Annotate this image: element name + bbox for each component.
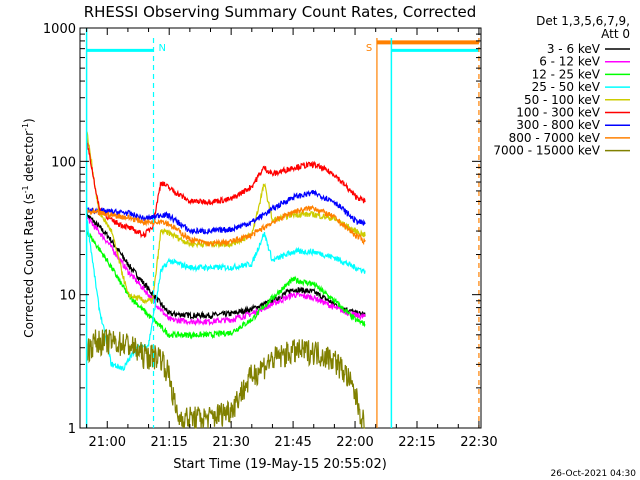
y-axis: 1 10 100 1000 <box>43 22 481 437</box>
legend-entry-label: 7000 - 15000 keV <box>493 144 600 158</box>
legend-entry-label: 300 - 800 keV <box>516 118 600 132</box>
x-axis: 21:00 21:15 21:30 21:45 22:00 22:15 22:30 <box>86 28 498 450</box>
legend-entry-label: 800 - 7000 keV <box>509 131 601 145</box>
legend-entry-label: 50 - 100 keV <box>524 93 601 107</box>
series-line-3 <box>86 230 366 340</box>
legend-header-line1: Det 1,3,5,6,7,9, <box>536 14 630 28</box>
series-line-2 <box>86 216 366 327</box>
plot-frame <box>79 27 482 429</box>
footer-date: 26-Oct-2021 04:30 <box>551 469 637 479</box>
x-tick-label: 22:15 <box>398 435 435 450</box>
y-tick-label: 100 <box>51 155 76 170</box>
series-layer <box>86 131 366 429</box>
series-line-8 <box>86 204 366 248</box>
y-axis-label-end: ) <box>22 118 36 123</box>
y-tick-label: 10 <box>59 289 76 304</box>
series-line-1 <box>86 212 366 320</box>
legend-entry-label: 6 - 12 keV <box>539 55 601 69</box>
y-tick-label: 1000 <box>43 22 76 37</box>
x-tick-label: 21:45 <box>274 435 311 450</box>
x-tick-label: 21:15 <box>150 435 187 450</box>
x-tick-label: 21:30 <box>212 435 249 450</box>
x-tick-label: 22:00 <box>336 435 373 450</box>
legend-header-line2: Att 0 <box>601 27 630 41</box>
y-axis-label-sup2: -1 <box>21 123 30 131</box>
legend-entry-label: 3 - 6 keV <box>547 42 601 56</box>
marker-label: S <box>366 43 372 54</box>
x-axis-label: Start Time (19-May-15 20:55:02) <box>173 457 387 472</box>
chart-title: RHESSI Observing Summary Count Rates, Co… <box>84 3 477 21</box>
series-line-7 <box>86 189 366 236</box>
y-axis-label: Corrected Count Rate (s-1 detector-1) <box>21 118 36 337</box>
marker-label: N <box>159 43 166 54</box>
series-line-4 <box>86 219 366 371</box>
y-axis-label-sup1: -1 <box>21 185 30 193</box>
y-axis-label-main: Corrected Count Rate (s <box>22 193 36 337</box>
legend-entry-label: 12 - 25 keV <box>532 67 601 81</box>
y-axis-label-mid: detector <box>22 131 36 186</box>
series-line-9 <box>86 328 366 429</box>
x-tick-label: 22:30 <box>460 435 497 450</box>
legend-entry-label: 25 - 50 keV <box>532 80 601 94</box>
legend-entry-label: 100 - 300 keV <box>516 106 600 120</box>
x-tick-label: 21:00 <box>89 435 126 450</box>
series-line-6 <box>86 138 366 239</box>
y-tick-label: 1 <box>68 422 76 437</box>
state-bars <box>86 40 479 52</box>
